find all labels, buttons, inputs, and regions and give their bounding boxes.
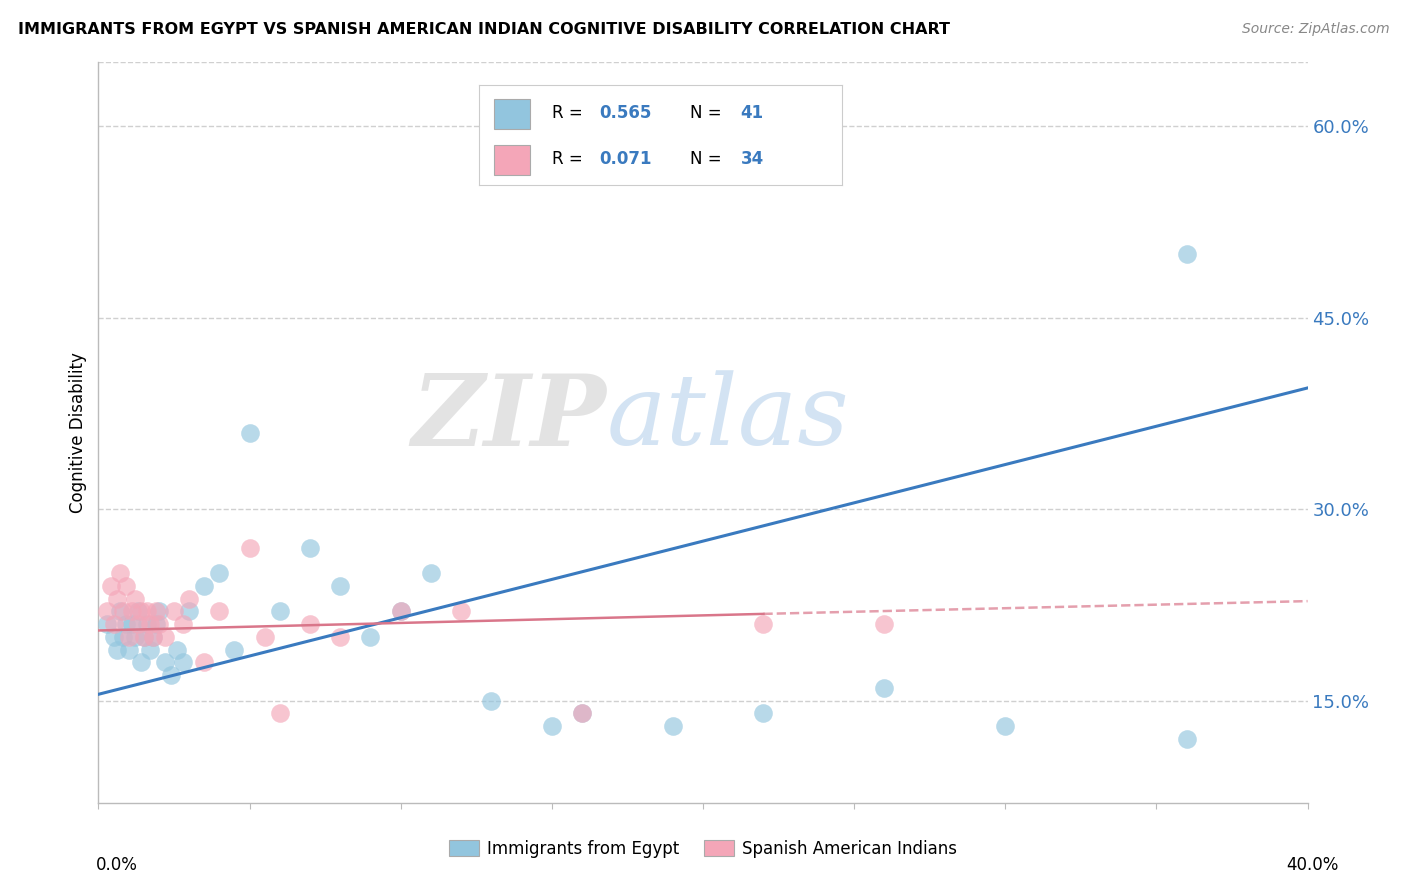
Legend: Immigrants from Egypt, Spanish American Indians: Immigrants from Egypt, Spanish American … <box>441 833 965 865</box>
Point <box>752 617 775 632</box>
Point <box>96 604 118 618</box>
Point <box>571 706 593 721</box>
Point <box>153 656 176 670</box>
Text: ZIP: ZIP <box>412 369 606 466</box>
Point <box>118 642 141 657</box>
Point <box>148 604 170 618</box>
Point <box>450 604 472 618</box>
Point <box>208 604 231 618</box>
Point <box>420 566 443 580</box>
Point <box>481 694 503 708</box>
Point <box>145 617 167 632</box>
Point <box>239 541 262 555</box>
Point <box>752 706 775 721</box>
Point <box>118 630 141 644</box>
Point <box>179 604 201 618</box>
Point <box>105 642 128 657</box>
Y-axis label: Cognitive Disability: Cognitive Disability <box>69 352 87 513</box>
Point <box>132 630 155 644</box>
Point <box>389 604 412 618</box>
Point <box>160 668 183 682</box>
Point <box>142 630 165 644</box>
Point <box>163 604 186 618</box>
Point <box>132 630 155 644</box>
Point <box>389 604 412 618</box>
Point <box>121 617 143 632</box>
Point <box>661 719 683 733</box>
Point <box>139 642 162 657</box>
Point <box>1175 731 1198 746</box>
Point <box>103 617 125 632</box>
Point <box>108 604 131 618</box>
Text: 40.0%: 40.0% <box>1286 856 1339 874</box>
Point <box>873 617 896 632</box>
Point <box>166 642 188 657</box>
Point <box>873 681 896 695</box>
Text: Source: ZipAtlas.com: Source: ZipAtlas.com <box>1241 22 1389 37</box>
Text: atlas: atlas <box>606 370 849 466</box>
Point <box>193 579 215 593</box>
Point <box>127 617 149 632</box>
Point <box>360 630 382 644</box>
Point <box>299 617 322 632</box>
Point <box>103 630 125 644</box>
Point <box>100 579 122 593</box>
Point <box>129 656 152 670</box>
Point <box>142 630 165 644</box>
Point <box>148 617 170 632</box>
Point <box>994 719 1017 733</box>
Point <box>114 617 136 632</box>
Point <box>124 591 146 606</box>
Point <box>139 617 162 632</box>
Point <box>253 630 276 644</box>
Point <box>208 566 231 580</box>
Point <box>269 604 291 618</box>
Point <box>114 579 136 593</box>
Point <box>269 706 291 721</box>
Point <box>1175 247 1198 261</box>
Point <box>124 630 146 644</box>
Point <box>571 706 593 721</box>
Point <box>329 579 352 593</box>
Point <box>111 630 134 644</box>
Point <box>172 656 194 670</box>
Point <box>105 591 128 606</box>
Point <box>121 604 143 618</box>
Point <box>179 591 201 606</box>
Point <box>153 630 176 644</box>
Point <box>108 566 131 580</box>
Point <box>96 617 118 632</box>
Point <box>299 541 322 555</box>
Point <box>145 604 167 618</box>
Point <box>111 604 134 618</box>
Point <box>239 425 262 440</box>
Text: IMMIGRANTS FROM EGYPT VS SPANISH AMERICAN INDIAN COGNITIVE DISABILITY CORRELATIO: IMMIGRANTS FROM EGYPT VS SPANISH AMERICA… <box>18 22 950 37</box>
Point <box>127 604 149 618</box>
Point <box>129 604 152 618</box>
Point <box>135 617 157 632</box>
Point <box>224 642 246 657</box>
Text: 0.0%: 0.0% <box>96 856 138 874</box>
Point <box>193 656 215 670</box>
Point <box>135 604 157 618</box>
Point <box>329 630 352 644</box>
Point <box>540 719 562 733</box>
Point <box>172 617 194 632</box>
